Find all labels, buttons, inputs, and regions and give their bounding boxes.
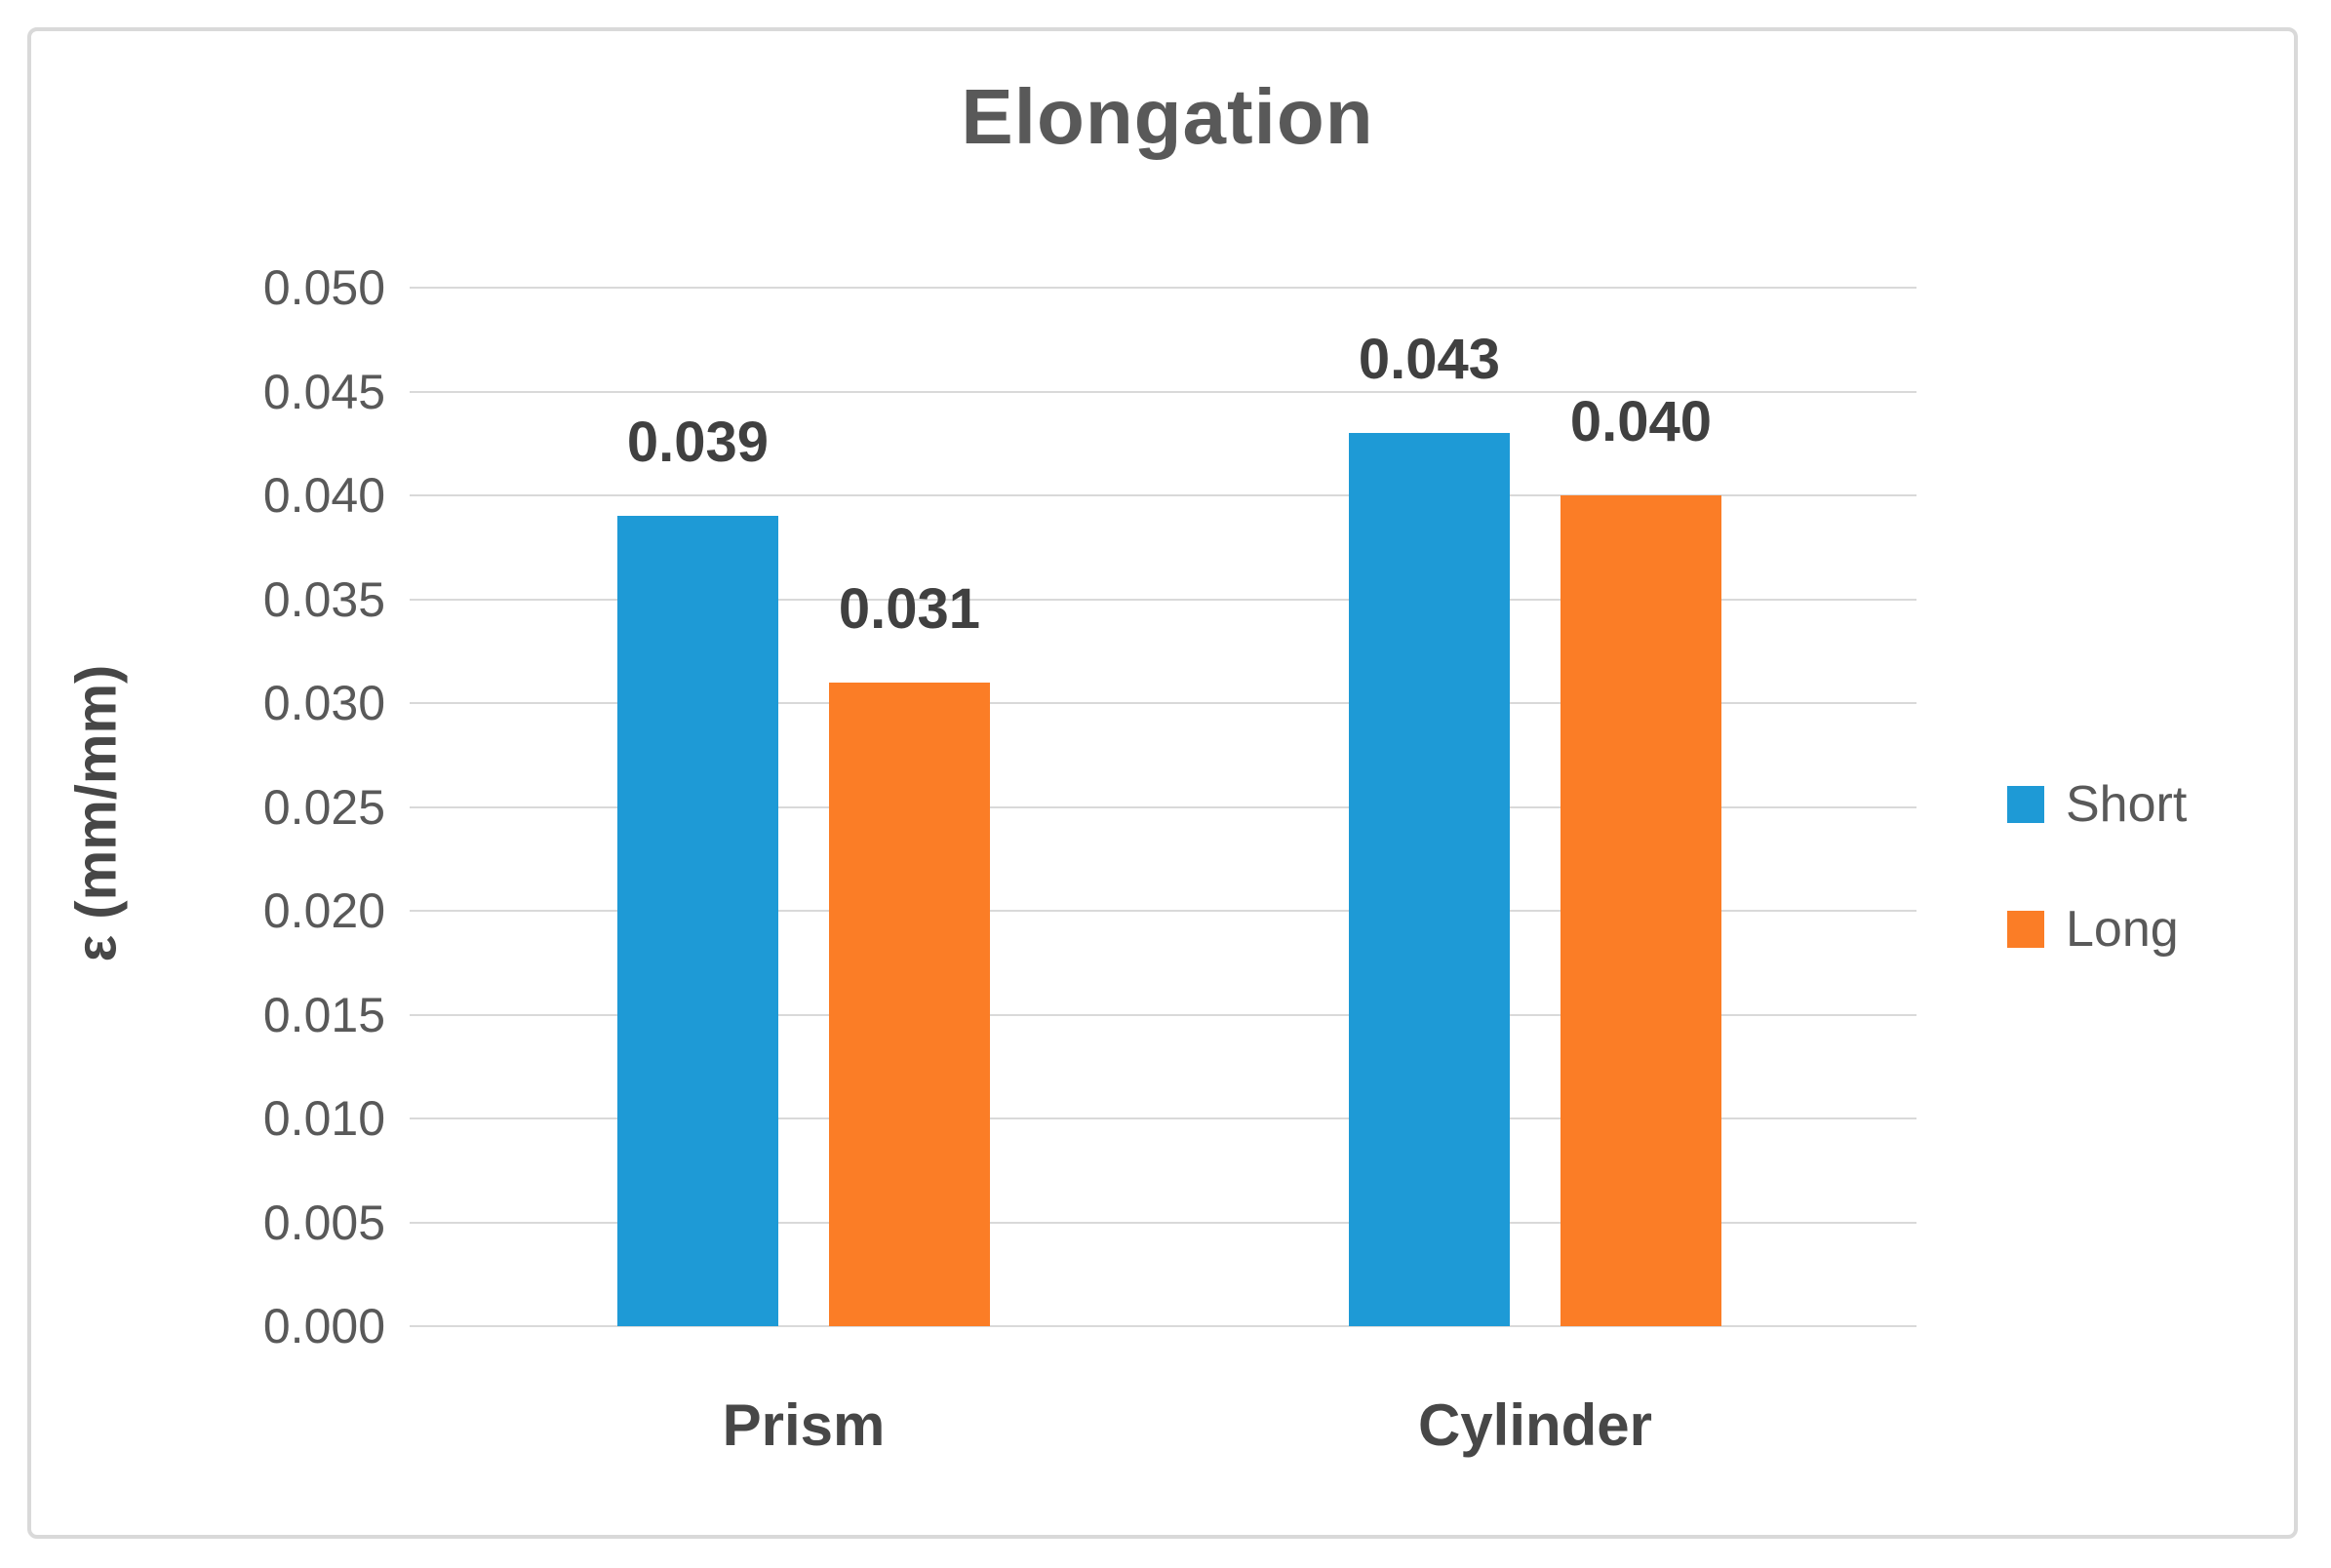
legend-label: Short bbox=[2066, 776, 2188, 833]
legend-item-long: Long bbox=[2007, 899, 2187, 960]
chart-area: Elongation ε (mm/mm) bbox=[27, 27, 2298, 1539]
legend: Short Long bbox=[2007, 774, 2187, 1024]
legend-item-short: Short bbox=[2007, 774, 2187, 835]
chart-title: Elongation bbox=[961, 73, 1374, 160]
legend-swatch-long bbox=[2007, 911, 2044, 948]
legend-swatch-short bbox=[2007, 786, 2044, 823]
legend-label: Long bbox=[2066, 901, 2179, 958]
y-axis-title: ε (mm/mm) bbox=[64, 664, 129, 962]
